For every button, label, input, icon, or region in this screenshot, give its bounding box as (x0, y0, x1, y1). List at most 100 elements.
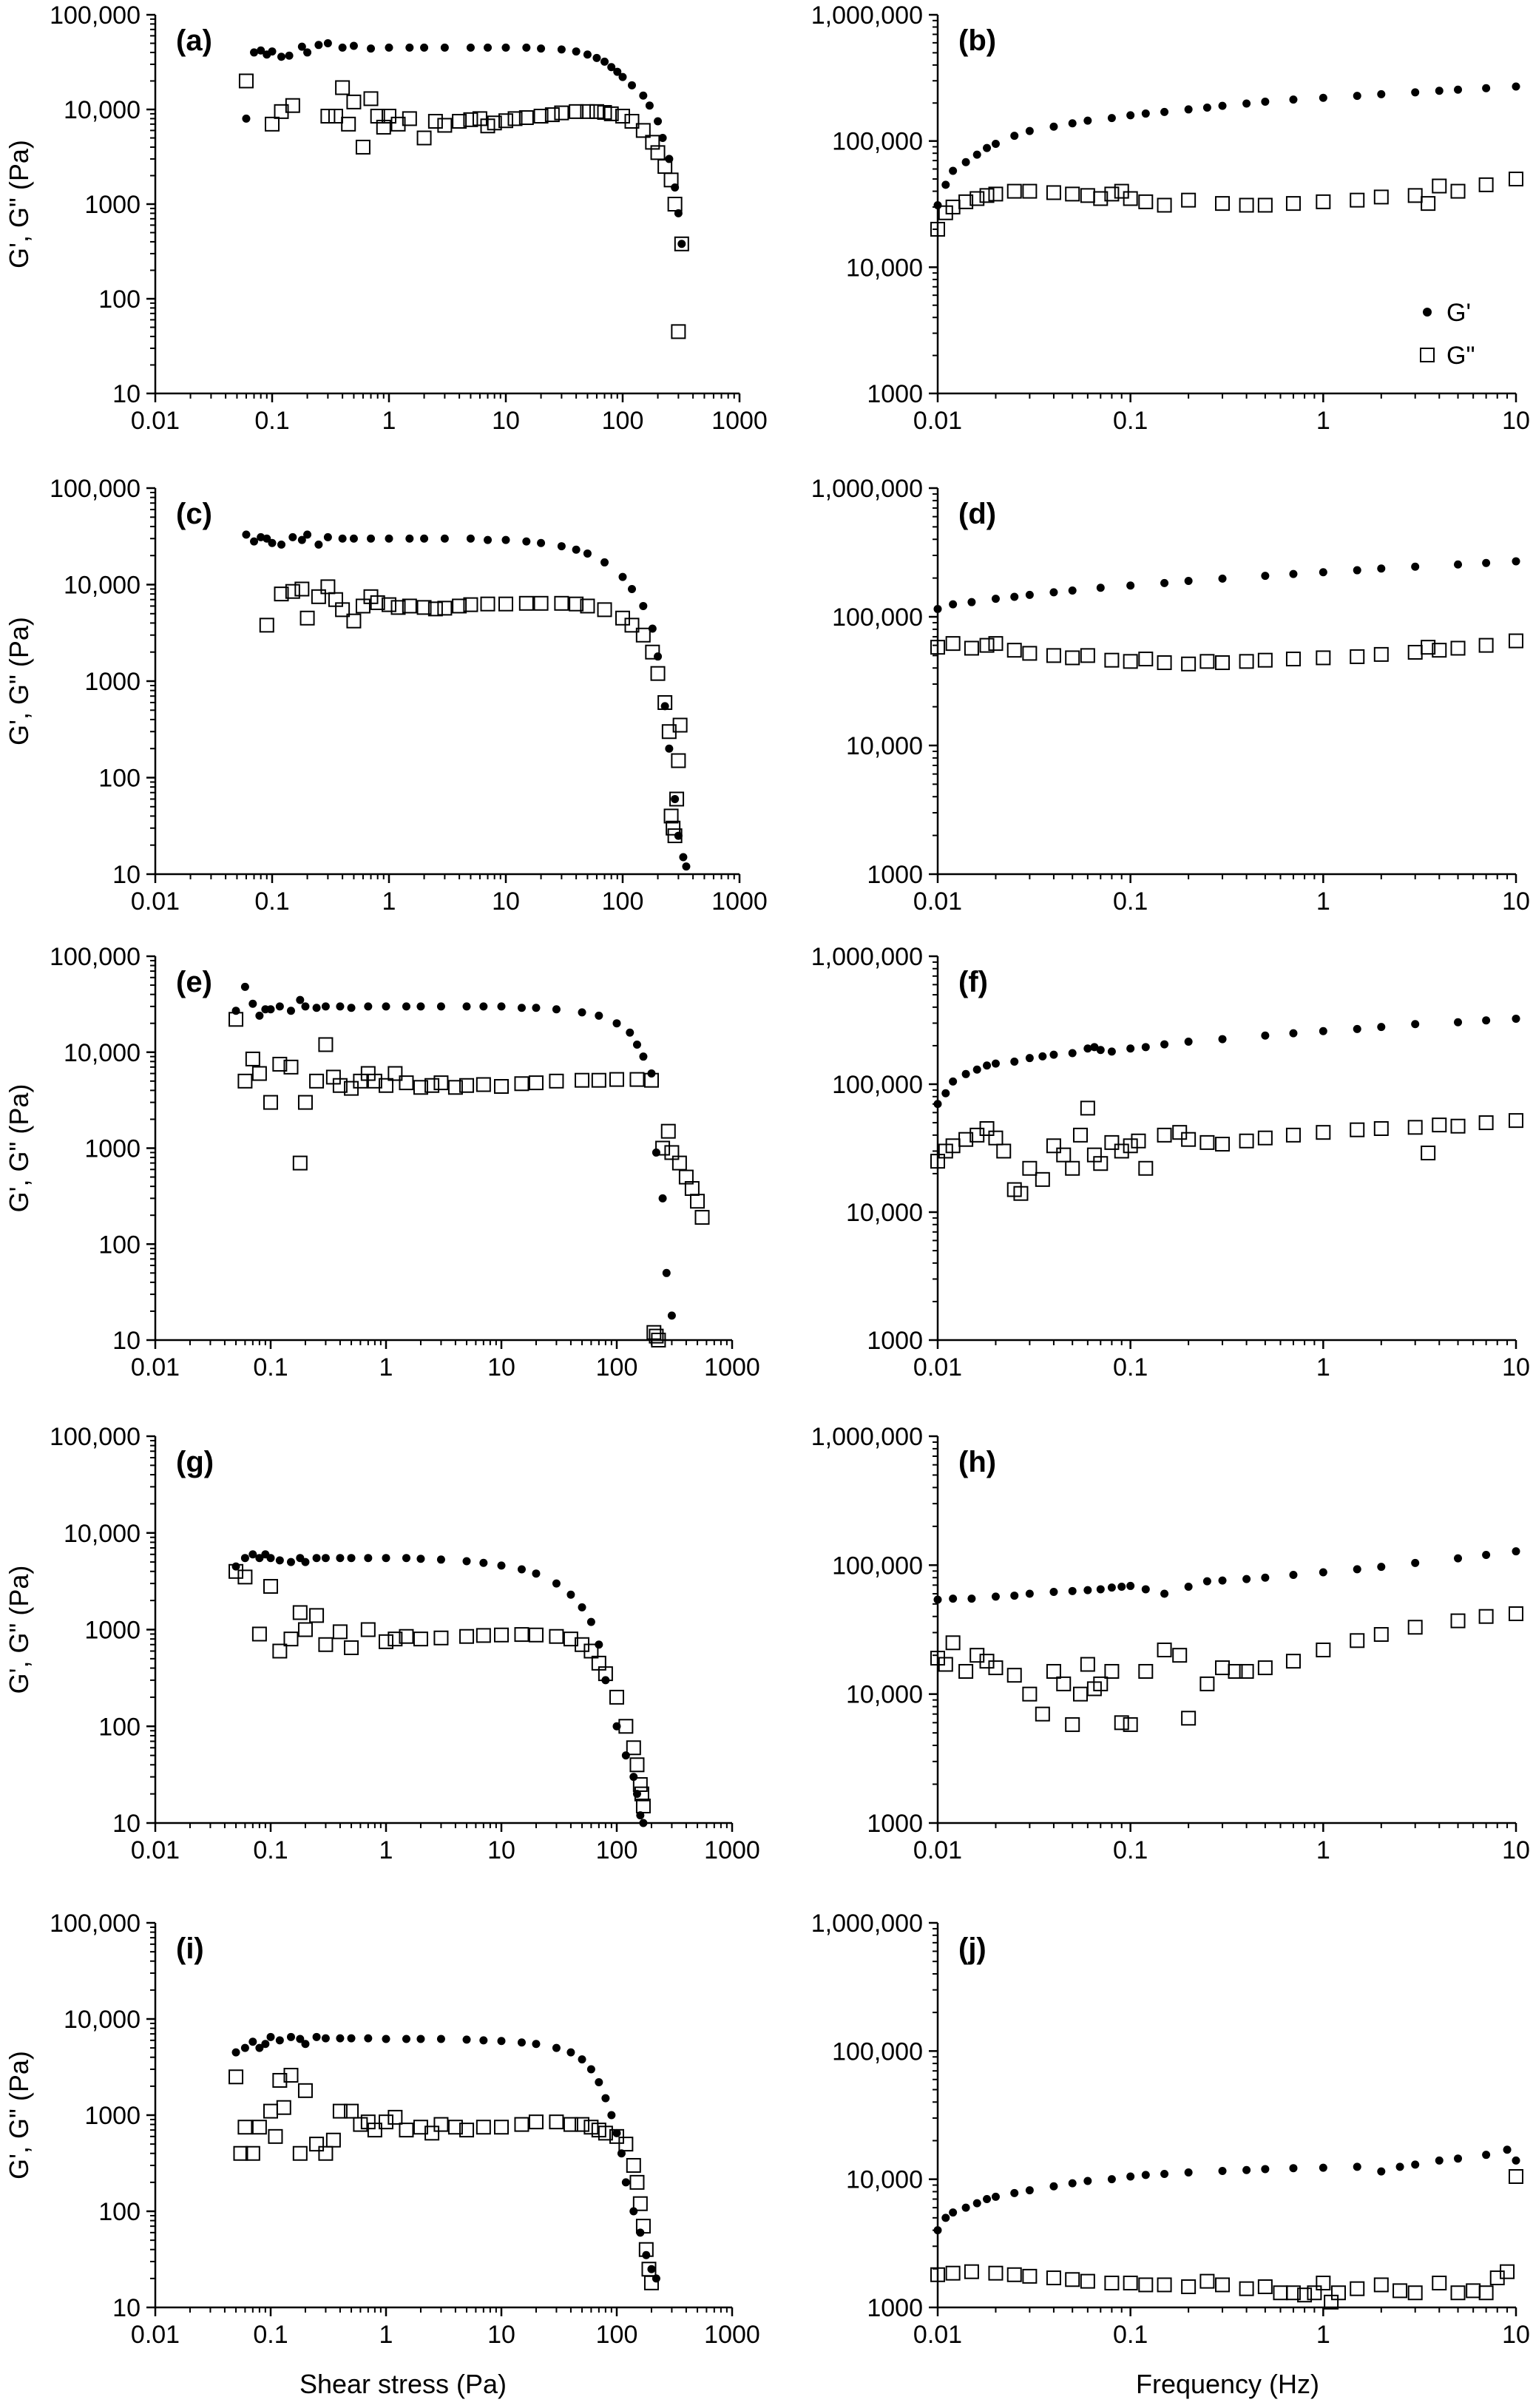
g-double-prime-point (1093, 1156, 1109, 1171)
g-double-prime-point (309, 1608, 325, 1623)
g-prime-point (1218, 2166, 1227, 2175)
g-prime-point (1160, 578, 1169, 587)
y-tick-label: 100,000 (50, 1910, 141, 1938)
g-prime-point (1289, 1029, 1298, 1038)
g-prime-point (1377, 1563, 1386, 1572)
g-prime-point (336, 1554, 345, 1563)
g-prime-point (595, 1640, 603, 1649)
g-double-prime-point (1373, 1627, 1389, 1643)
g-prime-point (266, 1005, 275, 1014)
g-prime-point (336, 1002, 345, 1011)
g-double-prime-point (615, 109, 630, 124)
g-double-prime-point (1157, 2277, 1172, 2293)
g-double-prime-point (1450, 183, 1466, 199)
y-tick-label: 10,000 (846, 254, 923, 282)
g-double-prime-point (930, 640, 945, 655)
g-double-prime-point (433, 1630, 449, 1646)
g-prime-point (338, 534, 347, 543)
g-double-prime-point (583, 1643, 599, 1659)
g-double-prime-point (390, 116, 406, 132)
g-prime-point (949, 600, 958, 609)
g-prime-point (466, 534, 475, 543)
g-prime-point (677, 240, 686, 248)
g-prime-point (1353, 566, 1361, 575)
g-prime-point (949, 2208, 958, 2217)
x-tick-label: 0.01 (913, 1353, 962, 1381)
g-double-prime-point (335, 602, 351, 618)
g-double-prime-point (1450, 1118, 1466, 1134)
g-double-prime-point (1181, 2279, 1197, 2295)
g-prime-point (501, 535, 510, 544)
g-prime-point (416, 1002, 425, 1011)
g-prime-point (1107, 1047, 1116, 1056)
g-prime-point (613, 67, 622, 76)
g-double-prime-point (945, 1635, 961, 1651)
g-prime-point (639, 1052, 648, 1061)
g-prime-point (1025, 590, 1034, 599)
g-prime-point (364, 1002, 373, 1011)
g-double-prime-point (930, 1154, 945, 1169)
g-double-prime-point (1035, 1706, 1050, 1722)
g-prime-point (1202, 103, 1211, 112)
g-prime-point (1068, 1586, 1077, 1595)
g-double-prime-point (1080, 1100, 1095, 1116)
g-double-prime-point (514, 1627, 529, 1643)
g-prime-point (1096, 1046, 1105, 1055)
x-tick-label: 10 (492, 887, 520, 916)
g-double-prime-point (245, 1051, 260, 1066)
g-prime-point (1411, 562, 1420, 571)
g-prime-point (405, 534, 414, 543)
g-prime-point (462, 1002, 471, 1011)
g-double-prime-point (958, 1132, 974, 1147)
g-double-prime-point (979, 188, 995, 203)
x-tick-label: 10 (1502, 1836, 1530, 1864)
g-double-prime-point (549, 1629, 564, 1644)
g-prime-point (1010, 1058, 1019, 1066)
g-double-prime-point (635, 627, 651, 643)
g-double-prime-point (1215, 655, 1231, 671)
g-prime-point (248, 2037, 257, 2046)
g-double-prime-point (328, 109, 343, 124)
g-prime-point (436, 2035, 445, 2043)
g-double-prime-point (660, 1123, 676, 1139)
g-prime-point (323, 532, 332, 541)
g-prime-point (321, 1002, 330, 1011)
g-double-prime-point (1093, 1676, 1109, 1691)
x-tick-label: 1 (1316, 2321, 1330, 2349)
g-prime-point (484, 43, 493, 52)
g-prime-point (250, 537, 259, 546)
g-double-prime-point (379, 1634, 393, 1649)
g-double-prime-point (1316, 2276, 1331, 2291)
g-prime-point (949, 1077, 958, 1086)
g-prime-point (642, 2250, 651, 2259)
g-prime-point (654, 117, 663, 126)
g-double-prime-point (1257, 1660, 1273, 1676)
g-double-prime-point (583, 2120, 599, 2135)
panel-j: 0.01 0.1 1 10 1000 10,000 100,000 1,000,000 (j) (811, 1910, 1530, 2349)
y-tick-label: 10,000 (64, 572, 141, 600)
g-prime-point (941, 180, 950, 189)
g-double-prime-point (598, 2125, 613, 2141)
g-prime-point (347, 1554, 356, 1563)
g-double-prime-point (672, 717, 688, 733)
x-tick-label: 100 (596, 2321, 638, 2349)
y-tick-label: 100 (98, 2198, 141, 2226)
g-double-prime-point (1065, 186, 1080, 202)
g-prime-point (1261, 572, 1270, 581)
g-double-prime-point (533, 595, 549, 611)
y-tick-label: 1000 (84, 1617, 141, 1645)
y-tick-label: 10 (112, 861, 141, 889)
g-double-prime-point (635, 2219, 651, 2234)
g-double-prime-point (459, 1078, 475, 1093)
g-double-prime-point (318, 2145, 334, 2161)
g-double-prime-point (667, 828, 683, 844)
g-prime-point (941, 1089, 950, 1098)
x-tick-label: 0.1 (253, 1353, 288, 1381)
g-prime-point (296, 2035, 305, 2043)
g-prime-point (532, 1004, 541, 1012)
g-prime-point (285, 51, 294, 60)
g-double-prime-point (969, 191, 985, 206)
g-double-prime-point (514, 2117, 529, 2132)
g-double-prime-point (1006, 2267, 1022, 2282)
g-prime-point (385, 534, 393, 543)
